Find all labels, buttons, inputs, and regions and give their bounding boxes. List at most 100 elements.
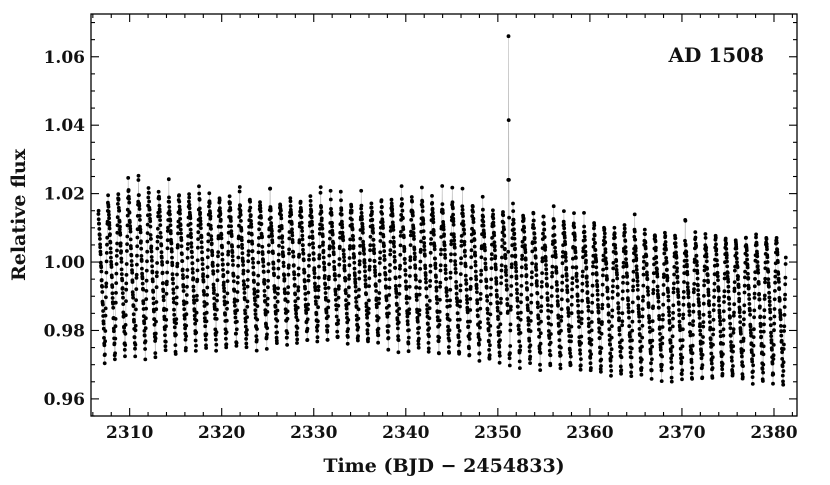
data-point — [114, 254, 119, 258]
data-point — [244, 337, 249, 341]
data-point — [701, 324, 706, 329]
data-point — [353, 284, 358, 289]
data-point — [512, 236, 517, 241]
data-point — [317, 256, 322, 261]
data-point — [563, 252, 568, 256]
data-point — [376, 333, 381, 338]
data-point — [511, 221, 516, 226]
data-point — [234, 344, 239, 348]
x-tick-label: 2320 — [198, 423, 245, 443]
data-point — [390, 204, 394, 209]
data-point — [565, 284, 569, 289]
data-point — [368, 248, 372, 253]
data-point — [758, 329, 763, 334]
data-point — [598, 350, 603, 354]
data-point — [374, 305, 379, 310]
x-tick-label: 2330 — [290, 423, 337, 443]
data-point — [555, 287, 560, 292]
data-point — [606, 311, 611, 316]
data-point — [553, 249, 558, 254]
data-point — [475, 308, 480, 313]
data-point — [224, 330, 229, 334]
data-point — [498, 301, 503, 305]
data-point — [694, 253, 699, 258]
data-point — [654, 245, 658, 250]
data-point — [407, 311, 411, 316]
data-point — [659, 368, 664, 373]
data-point — [529, 310, 533, 315]
data-point — [262, 278, 267, 282]
data-point — [732, 286, 737, 291]
data-point — [590, 283, 595, 288]
data-point — [305, 338, 310, 342]
data-point — [143, 347, 148, 351]
data-point — [686, 290, 691, 294]
data-point — [630, 300, 635, 305]
data-point — [481, 223, 486, 228]
data-point — [766, 277, 771, 281]
data-point — [184, 293, 189, 297]
data-point — [641, 272, 646, 277]
data-point — [307, 253, 312, 258]
data-point — [312, 257, 316, 262]
data-point — [741, 322, 746, 327]
data-point — [101, 321, 106, 326]
data-point — [266, 250, 271, 254]
data-point — [443, 263, 448, 268]
data-point — [663, 230, 667, 235]
data-point — [582, 230, 587, 234]
data-point — [569, 311, 574, 316]
data-point — [219, 232, 224, 237]
data-point — [722, 294, 727, 299]
data-point — [303, 297, 308, 302]
data-point — [346, 318, 351, 322]
data-point — [162, 327, 167, 332]
data-point — [184, 300, 189, 305]
data-point — [502, 241, 507, 246]
data-point — [181, 284, 186, 289]
data-point — [761, 344, 766, 349]
data-point — [680, 377, 684, 382]
data-point — [458, 283, 463, 288]
data-point — [483, 248, 487, 253]
data-point — [426, 349, 431, 354]
data-point — [616, 305, 621, 310]
data-point — [549, 304, 554, 308]
data-point — [614, 267, 619, 272]
data-point — [356, 334, 360, 338]
data-point — [342, 255, 346, 259]
data-point — [606, 304, 611, 309]
data-point — [630, 309, 635, 314]
data-point — [499, 296, 503, 301]
data-point — [525, 287, 529, 292]
data-point — [715, 274, 720, 279]
data-point — [610, 308, 615, 313]
data-point — [245, 315, 250, 319]
data-point — [632, 212, 637, 217]
data-point — [396, 350, 401, 355]
data-point — [432, 244, 437, 249]
data-point — [204, 343, 208, 348]
data-point — [292, 283, 297, 287]
data-point — [731, 349, 735, 354]
data-point — [679, 372, 684, 376]
data-point — [158, 214, 162, 219]
data-point — [641, 294, 645, 299]
data-point — [631, 269, 636, 274]
data-point — [663, 234, 668, 238]
data-point — [202, 316, 207, 320]
data-point — [107, 212, 111, 217]
data-point — [336, 295, 341, 300]
data-point — [309, 215, 314, 220]
data-point — [349, 208, 354, 213]
data-point — [483, 257, 488, 261]
data-point — [660, 335, 665, 340]
data-point — [691, 323, 695, 327]
data-point — [727, 302, 732, 306]
data-point — [164, 317, 169, 322]
data-point — [715, 258, 719, 263]
data-point — [457, 329, 462, 333]
data-point — [489, 285, 493, 290]
data-point — [346, 301, 351, 306]
data-point — [780, 357, 785, 361]
